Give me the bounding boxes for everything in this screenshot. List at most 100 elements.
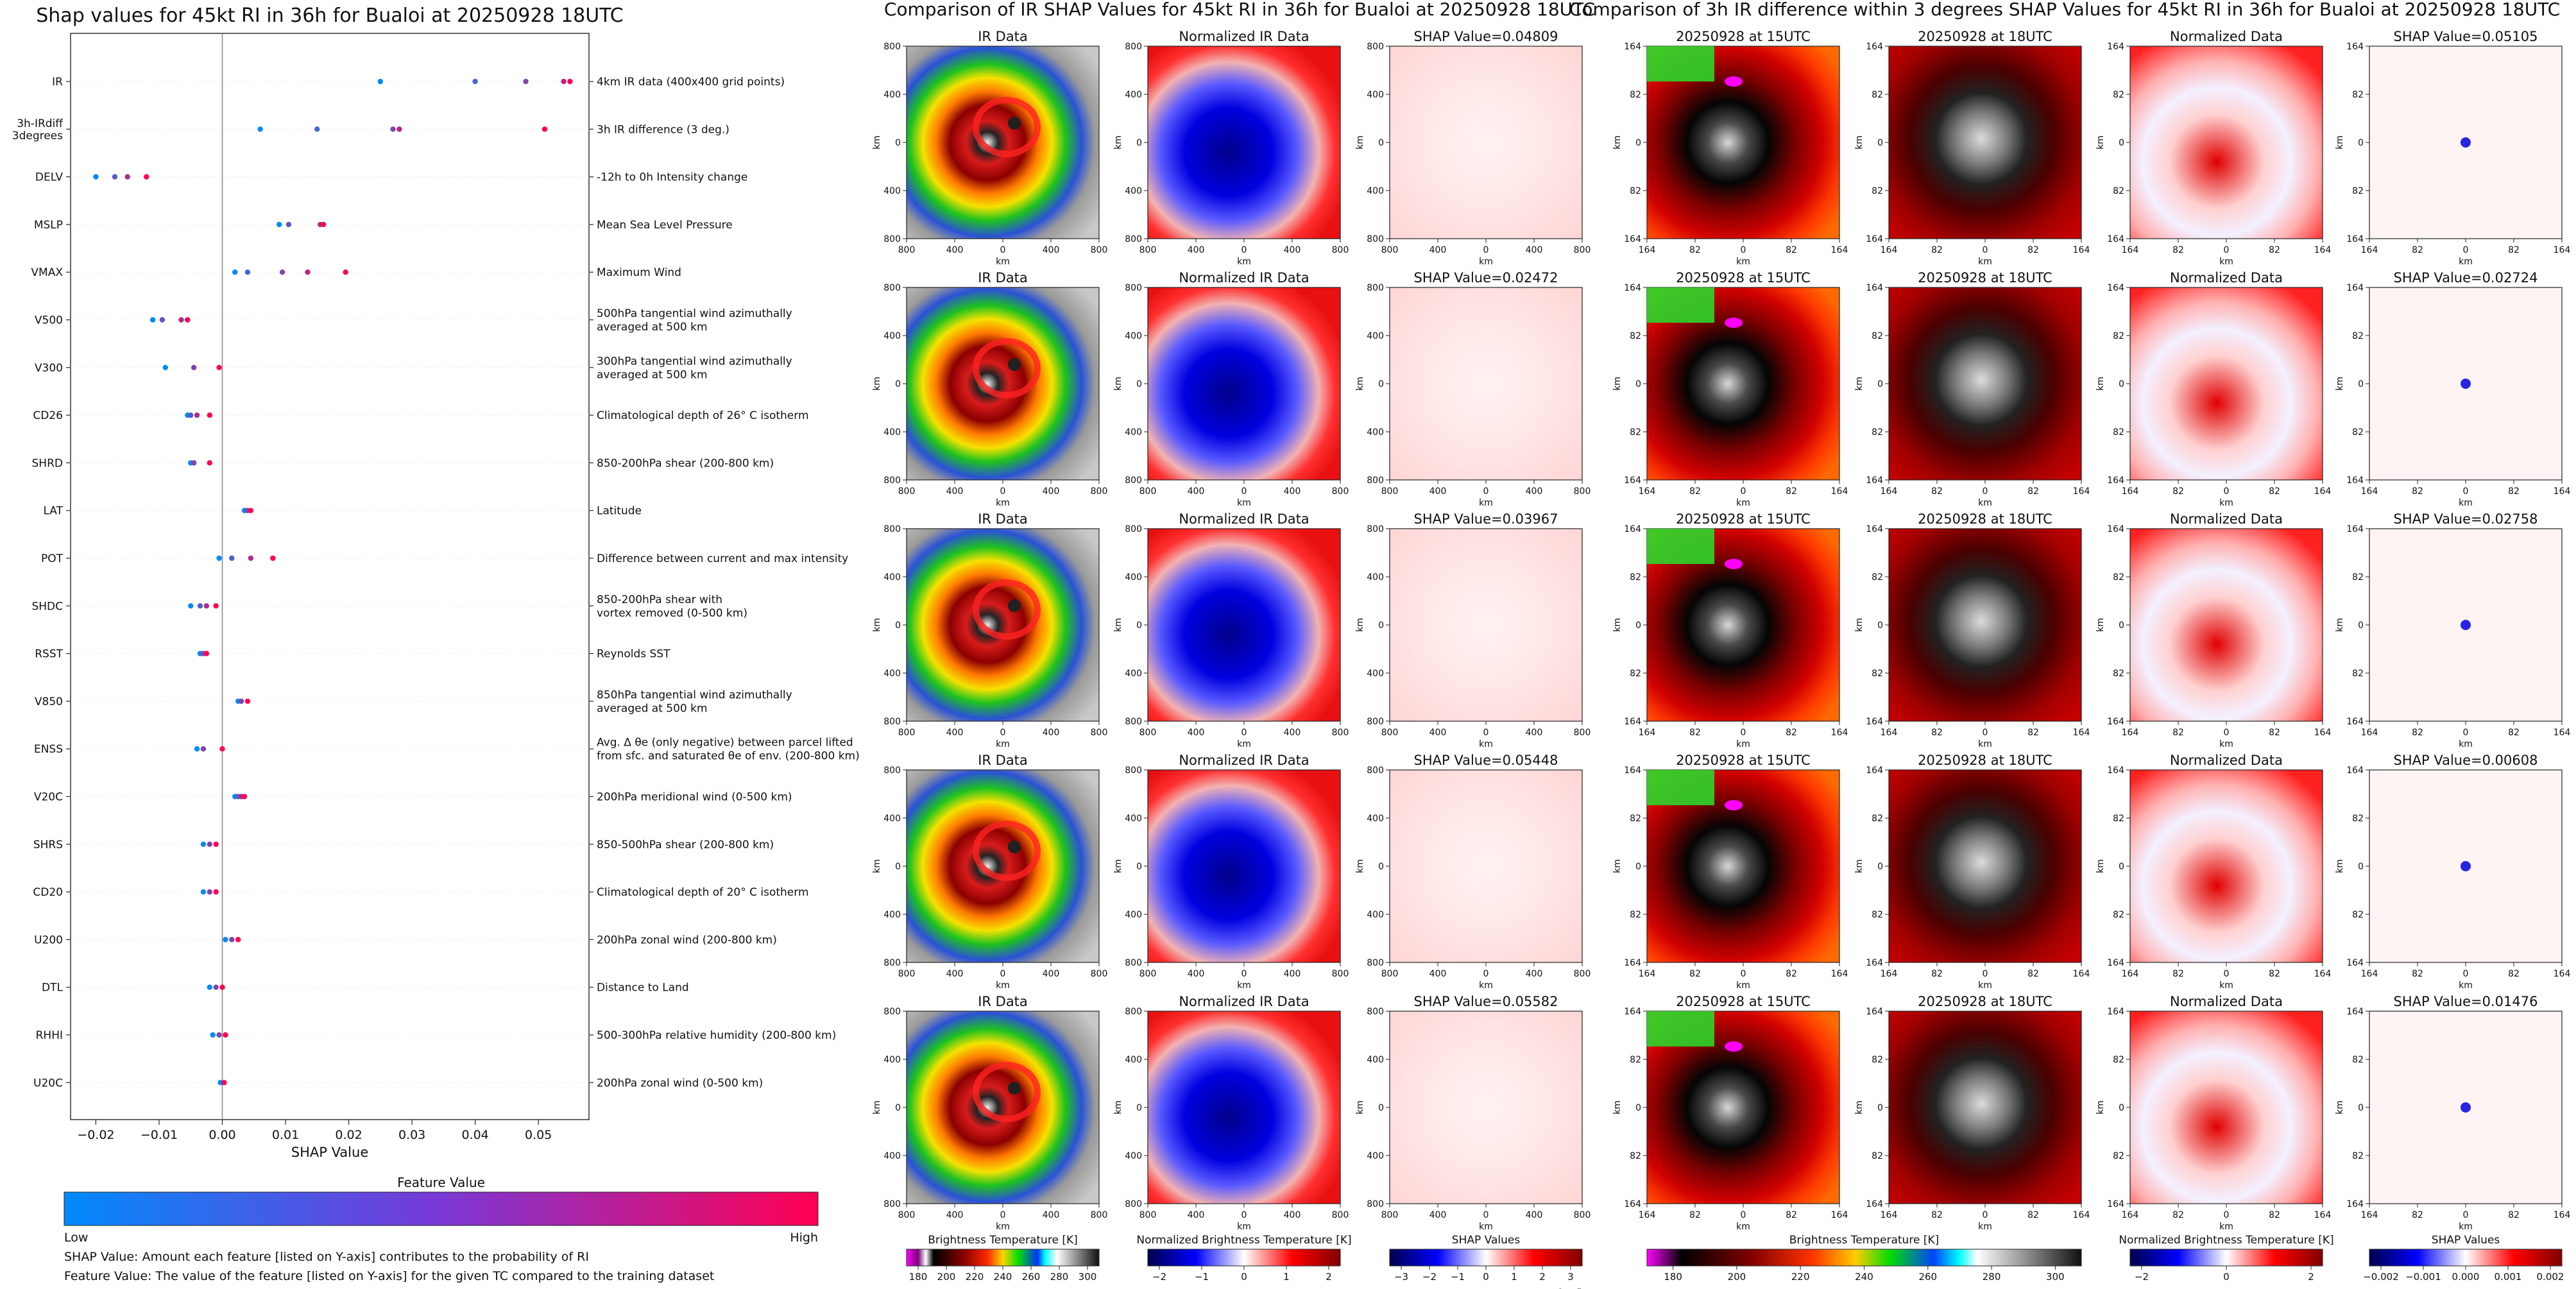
diff-normalized-panel-1 bbox=[2129, 287, 2323, 481]
normalized-ir-panel-1-ytick-label: 800 bbox=[1125, 475, 1142, 486]
diff-normalized-panel-0-ytick-label: 164 bbox=[2107, 234, 2124, 244]
normalized-ir-panel-2-xlabel: km bbox=[1237, 739, 1251, 749]
diff-15utc-panel-4-xtick-label: 164 bbox=[1639, 1210, 1656, 1220]
shap-spot bbox=[2461, 137, 2471, 148]
diff-15utc-panel-4-xlabel: km bbox=[1736, 1222, 1750, 1232]
diff-normalized-panel-0-title: Normalized Data bbox=[2170, 29, 2283, 44]
x-tick-label: −0.01 bbox=[141, 1128, 178, 1142]
shap-point bbox=[305, 269, 311, 275]
ir-data-panel-4-title: IR Data bbox=[978, 994, 1028, 1009]
shap-point bbox=[124, 174, 130, 180]
feature-description-0: 4km IR data (400x400 grid points) bbox=[597, 76, 785, 89]
ir-data-panel-2-title: IR Data bbox=[978, 511, 1028, 527]
diff-15utc-panel-1-xtick-label: 82 bbox=[1689, 486, 1701, 497]
diff-shap-panel-3-xlabel: km bbox=[2459, 980, 2473, 991]
diff-15utc-panel-0-ytick-label: 164 bbox=[1624, 234, 1641, 244]
normalized-ir-panel-3-title: Normalized IR Data bbox=[1179, 753, 1309, 768]
shap-point bbox=[144, 174, 149, 180]
shap-point bbox=[194, 746, 200, 752]
ir-data-panel-0-ytick-label: 800 bbox=[883, 42, 901, 52]
feature-name-16: SHRS bbox=[33, 839, 63, 851]
normalized-ir-panel-0-xtick-label: 800 bbox=[1139, 245, 1157, 255]
feature-name-11: SHDC bbox=[31, 600, 63, 613]
diff-18utc-panel-0-ytick-label: 82 bbox=[1872, 186, 1883, 196]
ir-shap-panel-4-ytick-label: 400 bbox=[1367, 1055, 1384, 1065]
diff-normalized-panel-4 bbox=[2129, 1011, 2323, 1204]
diff-18utc-panel-4-xlabel: km bbox=[1978, 1222, 1992, 1232]
diff-15utc-panel-3-ytick-label: 164 bbox=[1624, 765, 1641, 776]
feature-name-3: MSLP bbox=[34, 219, 63, 232]
ir-shap-panel-3-ytick-label: 0 bbox=[1378, 862, 1384, 872]
diff-18utc-panel-0-ytick-label: 164 bbox=[1866, 42, 1883, 52]
diff-normalized-panel-0-xtick-label: 164 bbox=[2122, 245, 2139, 255]
diff-shap-panel-2-title: SHAP Value=0.02758 bbox=[2394, 511, 2538, 527]
diff-shap-panel-0-xtick-label: 164 bbox=[2361, 245, 2378, 255]
ir-data-panel-3 bbox=[906, 769, 1100, 963]
diff-15utc-panel-3-ytick-label: 82 bbox=[1630, 910, 1641, 920]
ir-shap-panel-1-xtick-label: 400 bbox=[1429, 486, 1447, 497]
shap-point bbox=[561, 78, 567, 85]
normalized-ir-panel-0 bbox=[1147, 46, 1341, 239]
x-axis-label: SHAP Value bbox=[291, 1145, 369, 1160]
normalized-ir-panel-4-ylabel: km bbox=[1113, 1100, 1123, 1114]
ir-shap-panel-2-ytick-label: 0 bbox=[1378, 620, 1384, 631]
ir-shap-panel-1-xtick-label: 800 bbox=[1574, 486, 1591, 497]
normalized-ir-panel-4-ytick-label: 800 bbox=[1125, 1007, 1142, 1017]
diff-normalized-colorbar-tick-label: 2 bbox=[2308, 1271, 2314, 1283]
ir-shap-colorbar-tick-label: 2 bbox=[1539, 1271, 1546, 1283]
ir-data-panel-1-ylabel: km bbox=[872, 377, 882, 391]
diff-bt-colorbar-tick-label: 240 bbox=[1855, 1271, 1873, 1283]
normalized-ir-panel-2-ytick-label: 800 bbox=[1125, 717, 1142, 727]
diff-shap-panel-1-xtick-label: 164 bbox=[2554, 486, 2571, 497]
ir-bt-colorbar-tick-label: 240 bbox=[994, 1271, 1012, 1283]
ir-shap-panel-0-title: SHAP Value=0.04809 bbox=[1414, 29, 1558, 44]
storm-band bbox=[973, 97, 1041, 157]
diff-normalized-panel-4-ytick-label: 82 bbox=[2113, 1055, 2124, 1065]
ir-data-panel-0 bbox=[906, 46, 1100, 239]
ir-bt-colorbar-tick-label: 200 bbox=[937, 1271, 956, 1283]
diff-shap-panel-2-ytick-label: 164 bbox=[2346, 524, 2364, 534]
ir-data-panel-3-title: IR Data bbox=[978, 753, 1028, 768]
diff-15utc-panel-0-ytick-label: 164 bbox=[1624, 42, 1641, 52]
diff-18utc-panel-3-ytick-label: 164 bbox=[1866, 958, 1883, 968]
diff-shap-panel-4-xtick-label: 164 bbox=[2361, 1210, 2378, 1220]
shap-point bbox=[159, 317, 166, 323]
shap-point bbox=[241, 794, 248, 799]
feature-description-17: Climatological depth of 20° C isotherm bbox=[597, 886, 809, 899]
feature-name-18: U200 bbox=[34, 934, 63, 946]
shap-point bbox=[191, 460, 197, 466]
feature-name-5: V500 bbox=[35, 314, 63, 327]
ir-data-panel-3-ylabel: km bbox=[872, 859, 882, 873]
diff-shap-panel-2-ytick-label: 82 bbox=[2352, 572, 2364, 583]
x-tick-label: 0.03 bbox=[398, 1128, 425, 1142]
diff-shap-panel-1-ytick-label: 164 bbox=[2346, 283, 2364, 293]
storm-eye bbox=[1008, 599, 1021, 612]
normalized-ir-panel-1-ytick-label: 800 bbox=[1125, 283, 1142, 293]
diff-normalized-panel-1-xlabel: km bbox=[2219, 498, 2233, 508]
storm-band bbox=[973, 1062, 1041, 1122]
ir-shap-panel-3-xtick-label: 800 bbox=[1381, 969, 1399, 979]
ir-data-panel-1-xtick-label: 800 bbox=[1091, 486, 1108, 497]
diff-shap-panel-3-ytick-label: 164 bbox=[2346, 958, 2364, 968]
diff-18utc-panel-3-xlabel: km bbox=[1978, 980, 1992, 991]
ir-shap-panel-1-ylabel: km bbox=[1355, 377, 1365, 391]
diff-shap-panel-0-xlabel: km bbox=[2459, 257, 2473, 267]
shap-point bbox=[194, 412, 200, 418]
diff-normalized-panel-1-ytick-label: 164 bbox=[2107, 283, 2124, 293]
diff-15utc-panel-1-ytick-label: 164 bbox=[1624, 475, 1641, 486]
feature-description-18: 200hPa zonal wind (200-800 km) bbox=[597, 934, 777, 946]
ir-data-panel-4 bbox=[906, 1011, 1100, 1204]
feature-description-19: Distance to Land bbox=[597, 982, 689, 994]
diff-shap-panel-1-ytick-label: 82 bbox=[2352, 427, 2364, 438]
diff-bt-colorbar bbox=[1646, 1249, 2082, 1267]
storm-eye bbox=[1008, 117, 1021, 130]
normalized-ir-panel-3-xtick-label: 800 bbox=[1332, 969, 1349, 979]
diff-18utc-panel-1 bbox=[1888, 287, 2082, 481]
diff-shap-panel-3-title: SHAP Value=0.00608 bbox=[2394, 753, 2538, 768]
diff-18utc-panel-4-xtick-label: 82 bbox=[2027, 1210, 2039, 1220]
diff-18utc-panel-1-xtick-label: 82 bbox=[1931, 486, 1943, 497]
diff-shap-colorbar-tick-label: 0.000 bbox=[2452, 1271, 2480, 1283]
feature-description-11: 850-200hPa shear with vortex removed (0-5… bbox=[597, 593, 747, 620]
normalized-ir-panel-4-ytick-label: 800 bbox=[1125, 1199, 1142, 1209]
ir-data-panel-1-ytick-label: 800 bbox=[883, 475, 901, 486]
